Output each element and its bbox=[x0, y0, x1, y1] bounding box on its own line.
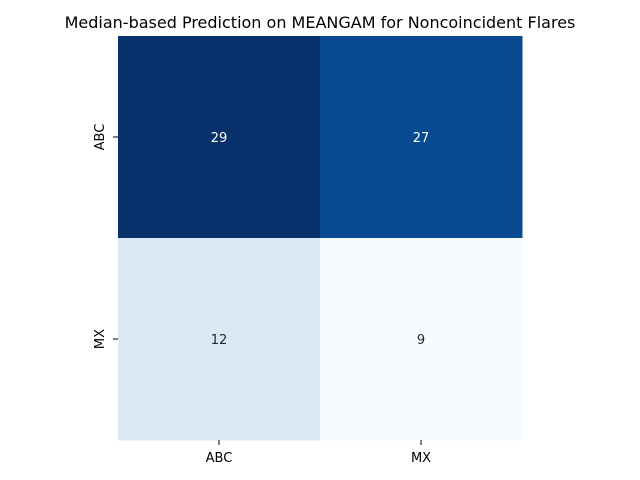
cell-value-label: 12 bbox=[211, 333, 228, 348]
x-tick-label: MX bbox=[411, 451, 431, 466]
y-axis-ticks: ABC MX bbox=[93, 124, 118, 349]
cell-value-label: 9 bbox=[417, 333, 425, 348]
cell-value-label: 29 bbox=[211, 131, 228, 146]
heatmap-cell bbox=[320, 36, 523, 239]
heatmap-cells bbox=[118, 36, 523, 441]
cell-value-label: 27 bbox=[413, 131, 430, 146]
heatmap-cell bbox=[118, 36, 321, 239]
chart-title: Median-based Prediction on MEANGAM for N… bbox=[65, 13, 576, 32]
heatmap-cell bbox=[320, 238, 523, 441]
heatmap-cell bbox=[118, 238, 321, 441]
y-tick-label: ABC bbox=[93, 124, 108, 151]
x-axis-ticks: ABC MX bbox=[206, 440, 431, 466]
y-tick-label: MX bbox=[93, 329, 108, 349]
cell-annotations: 29 27 12 9 bbox=[211, 131, 430, 348]
x-tick-label: ABC bbox=[206, 451, 233, 466]
